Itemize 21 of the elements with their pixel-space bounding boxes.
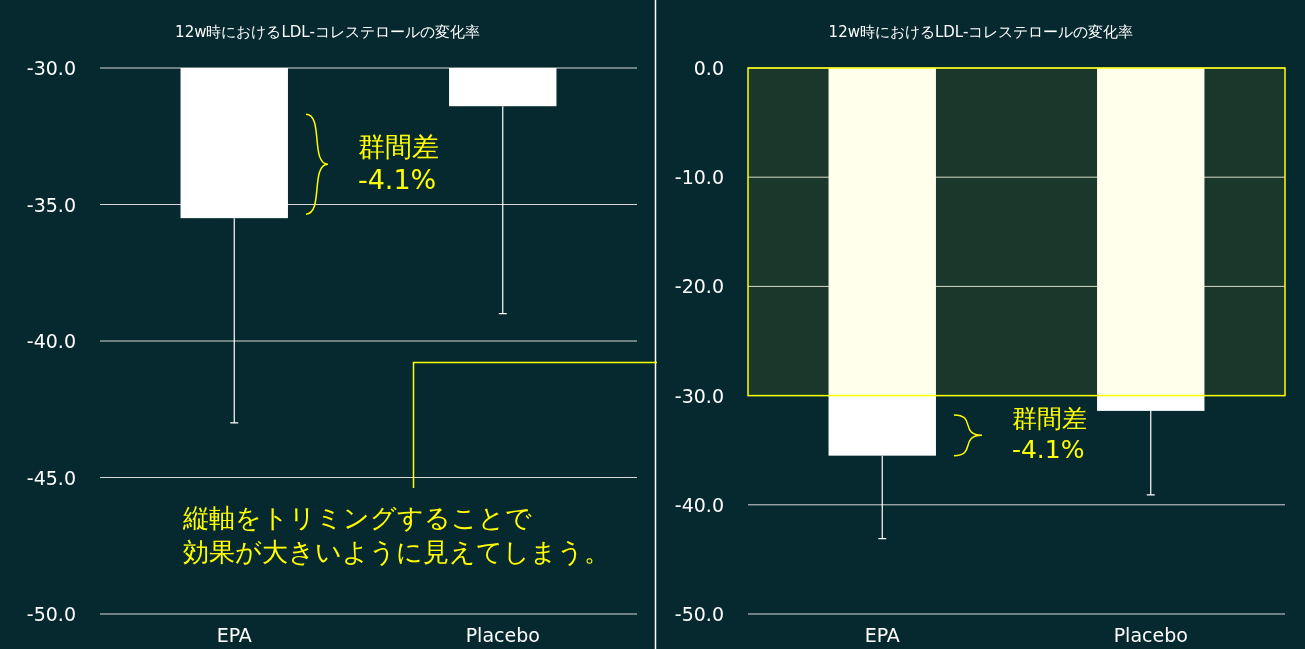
chart-title: 12w時におけるLDL-コレステロールの変化率 bbox=[175, 23, 480, 41]
y-tick-label: -50.0 bbox=[26, 603, 76, 625]
y-tick-label: -35.0 bbox=[26, 193, 76, 216]
y-tick-label: 0.0 bbox=[693, 57, 724, 79]
y-tick-label: -30.0 bbox=[26, 57, 76, 79]
annotation: 群間差 -4.1% bbox=[357, 131, 439, 196]
annotation: 群間差 -4.1% bbox=[1011, 404, 1087, 465]
y-tick-label: -10.0 bbox=[674, 166, 724, 189]
x-tick-label: EPA bbox=[216, 624, 252, 646]
y-tick-label: -40.0 bbox=[26, 330, 76, 352]
annotation: 効果が大きいように見えてしまう。 bbox=[183, 537, 610, 567]
x-tick-label: EPA bbox=[864, 624, 900, 646]
x-tick-label: Placebo bbox=[1113, 624, 1188, 646]
annotation: 縦軸をトリミングすることで bbox=[182, 503, 532, 533]
y-tick-label: -30.0 bbox=[674, 384, 724, 407]
y-tick-label: -20.0 bbox=[674, 275, 724, 298]
y-tick-label: -40.0 bbox=[674, 493, 724, 516]
chart-title: 12w時におけるLDL-コレステロールの変化率 bbox=[828, 23, 1134, 41]
x-tick-label: Placebo bbox=[465, 624, 540, 646]
y-tick-label: -45.0 bbox=[26, 466, 76, 489]
y-tick-label: -50.0 bbox=[674, 603, 724, 625]
